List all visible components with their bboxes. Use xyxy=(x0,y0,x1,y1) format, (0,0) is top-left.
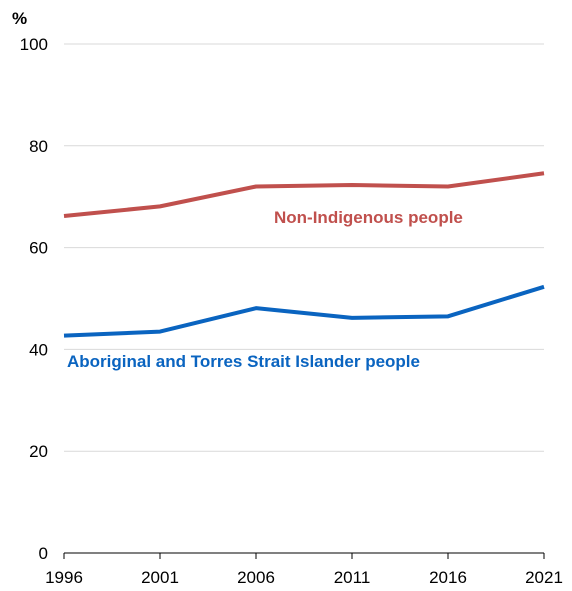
series-lines xyxy=(63,171,545,338)
y-tick-label: 60 xyxy=(29,239,48,258)
series-label-non-indigenous: Non-Indigenous people xyxy=(274,208,463,227)
x-tick-label: 2006 xyxy=(237,568,275,587)
y-tick-label: 80 xyxy=(29,137,48,156)
y-axis-ticks: 0 20 40 60 80 100 xyxy=(20,35,48,563)
gridlines xyxy=(64,43,544,452)
series-line-non-indigenous xyxy=(63,171,545,219)
x-tick-label: 2011 xyxy=(334,568,371,587)
y-tick-label: 20 xyxy=(29,442,48,461)
y-tick-label: 100 xyxy=(20,35,48,54)
y-axis-unit-label: % xyxy=(12,9,27,28)
series-line-aboriginal-torres-strait xyxy=(63,284,545,338)
y-tick-label: 0 xyxy=(39,544,48,563)
x-tick-label: 2021 xyxy=(525,568,563,587)
x-tick-label: 1996 xyxy=(45,568,83,587)
x-tick-label: 2001 xyxy=(141,568,179,587)
x-tick-label: 2016 xyxy=(429,568,467,587)
series-label-aboriginal-torres-strait: Aboriginal and Torres Strait Islander pe… xyxy=(67,352,420,371)
y-tick-label: 40 xyxy=(29,340,48,359)
x-axis-ticks: 1996 2001 2006 2011 2016 2021 xyxy=(45,553,563,587)
